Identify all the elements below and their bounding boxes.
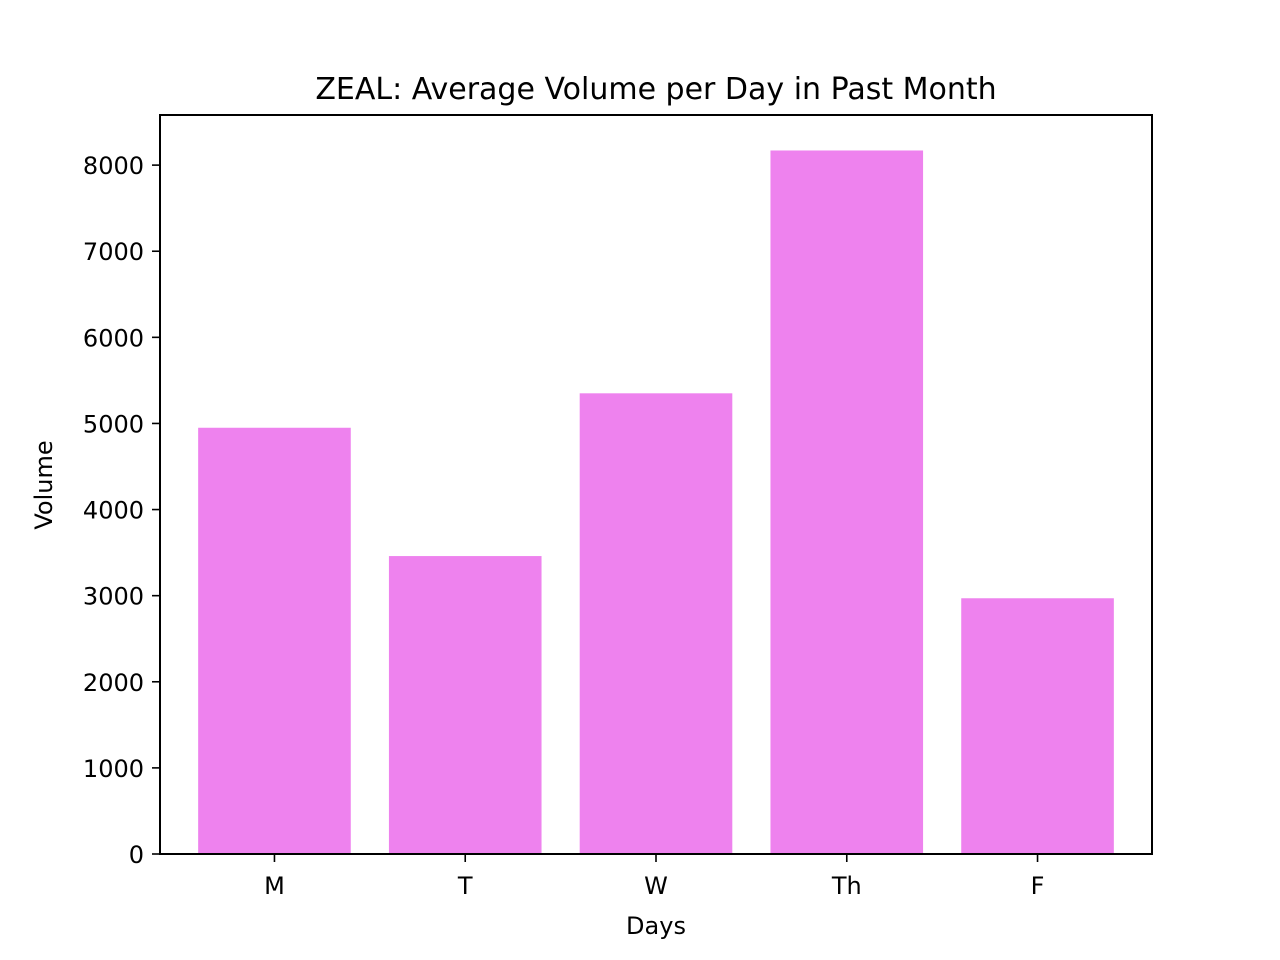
x-tick-label: T xyxy=(457,872,473,900)
bar-th xyxy=(770,150,924,854)
x-tick-label: W xyxy=(644,872,668,900)
y-tick-label: 0 xyxy=(129,841,144,869)
x-tick-label: F xyxy=(1031,872,1045,900)
bar-t xyxy=(388,556,542,854)
chart-title: ZEAL: Average Volume per Day in Past Mon… xyxy=(315,72,996,107)
bar-w xyxy=(579,393,733,854)
y-axis: 0 1000 2000 3000 4000 5000 6000 7000 8000 xyxy=(83,152,160,869)
y-axis-label: Volume xyxy=(30,440,58,529)
bars-group xyxy=(198,150,1114,854)
plot-frame xyxy=(159,114,1153,855)
x-tick-label: Th xyxy=(831,872,862,900)
y-tick-label: 4000 xyxy=(83,497,144,525)
x-tick-label: M xyxy=(264,872,285,900)
y-tick-label: 5000 xyxy=(83,410,144,438)
bar-f xyxy=(961,598,1114,854)
y-tick-label: 6000 xyxy=(83,324,144,352)
x-axis-label: Days xyxy=(626,912,686,940)
bar-m xyxy=(198,427,351,854)
y-tick-label: 7000 xyxy=(83,238,144,266)
y-tick-label: 8000 xyxy=(83,152,144,180)
y-tick-label: 1000 xyxy=(83,755,144,783)
y-tick-label: 2000 xyxy=(83,669,144,697)
y-tick-label: 3000 xyxy=(83,583,144,611)
x-axis: M T W Th F xyxy=(264,854,1044,900)
